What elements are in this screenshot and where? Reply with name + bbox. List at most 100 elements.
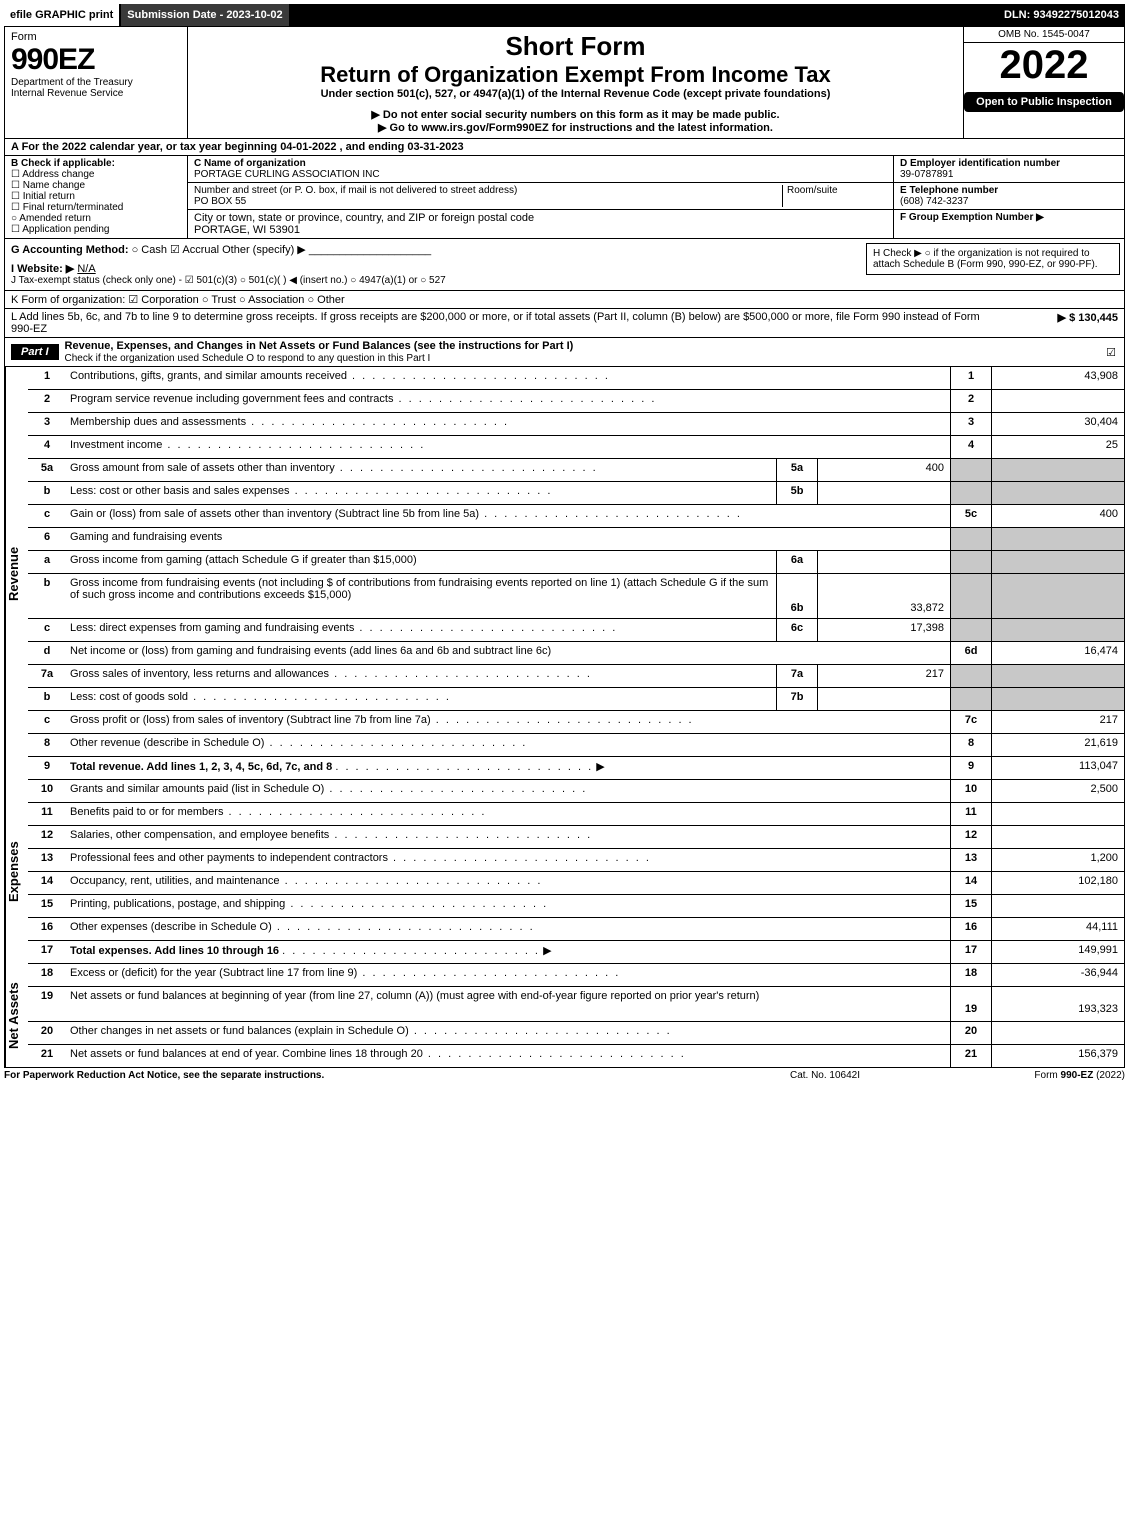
l6-grey2 <box>991 528 1124 550</box>
l5c-no: c <box>28 505 66 527</box>
room-suite-label: Room/suite <box>782 185 887 207</box>
chk-final-return[interactable]: Final return/terminated <box>11 202 181 213</box>
l16-rno: 16 <box>950 918 991 940</box>
group-exemption-label: F Group Exemption Number ▶ <box>900 212 1044 223</box>
l6b-grey1 <box>950 574 991 618</box>
l3-rno: 3 <box>950 413 991 435</box>
l20-rval <box>991 1022 1124 1044</box>
l6c-grey1 <box>950 619 991 641</box>
l6a-ival <box>817 551 950 573</box>
l6d-desc: Net income or (loss) from gaming and fun… <box>66 642 950 664</box>
l20-rno: 20 <box>950 1022 991 1044</box>
l10-rno: 10 <box>950 780 991 802</box>
l5a-grey2 <box>991 459 1124 481</box>
website-label: I Website: ▶ <box>11 263 74 275</box>
l6c-no: c <box>28 619 66 641</box>
l9-arrow: ▶ <box>596 761 604 773</box>
l7b-grey1 <box>950 688 991 710</box>
l17-desc: Total expenses. Add lines 10 through 16 <box>70 945 279 957</box>
l17-arrow: ▶ <box>543 945 551 957</box>
l14-desc: Occupancy, rent, utilities, and maintena… <box>66 872 950 894</box>
part1-title: Revenue, Expenses, and Changes in Net As… <box>65 340 574 352</box>
other-specify[interactable]: Other (specify) ▶ <box>222 244 306 256</box>
l6b-ival: 33,872 <box>817 574 950 618</box>
part1-checkbox[interactable]: ☑ <box>1098 344 1124 361</box>
net-assets-section: Net Assets 18Excess or (deficit) for the… <box>5 964 1124 1067</box>
l19-desc: Net assets or fund balances at beginning… <box>66 987 950 1021</box>
note-ssn: ▶ Do not enter social security numbers o… <box>194 108 957 121</box>
l6-no: 6 <box>28 528 66 550</box>
phone-value: (608) 742-3237 <box>900 196 968 207</box>
city-label: City or town, state or province, country… <box>194 212 534 224</box>
l7b-no: b <box>28 688 66 710</box>
l7c-no: c <box>28 711 66 733</box>
l19-no: 19 <box>28 987 66 1021</box>
l6-grey1 <box>950 528 991 550</box>
l6c-ival: 17,398 <box>817 619 950 641</box>
section-j: J Tax-exempt status (check only one) - ☑… <box>11 275 856 286</box>
l2-desc: Program service revenue including govern… <box>66 390 950 412</box>
l21-desc: Net assets or fund balances at end of ye… <box>66 1045 950 1067</box>
l7c-rno: 7c <box>950 711 991 733</box>
l5b-grey2 <box>991 482 1124 504</box>
l7a-ival: 217 <box>817 665 950 687</box>
l1-desc: Contributions, gifts, grants, and simila… <box>66 367 950 389</box>
l21-rno: 21 <box>950 1045 991 1067</box>
accounting-method-label: G Accounting Method: <box>11 244 129 256</box>
l6c-ino: 6c <box>776 619 817 641</box>
chk-address-change[interactable]: Address change <box>11 169 181 180</box>
website-value: N/A <box>77 263 95 275</box>
l11-desc: Benefits paid to or for members <box>66 803 950 825</box>
city-value: PORTAGE, WI 53901 <box>194 224 300 236</box>
revenue-section: Revenue 1Contributions, gifts, grants, a… <box>5 367 1124 780</box>
chk-application-pending[interactable]: Application pending <box>11 224 181 235</box>
chk-cash[interactable]: Cash <box>132 244 167 256</box>
footer-right: Form 990-EZ (2022) <box>925 1070 1125 1081</box>
l9-rno: 9 <box>950 757 991 779</box>
l5c-desc: Gain or (loss) from sale of assets other… <box>66 505 950 527</box>
l6a-grey1 <box>950 551 991 573</box>
l15-rno: 15 <box>950 895 991 917</box>
l3-desc: Membership dues and assessments <box>66 413 950 435</box>
l18-no: 18 <box>28 964 66 986</box>
l5a-ino: 5a <box>776 459 817 481</box>
chk-name-change[interactable]: Name change <box>11 180 181 191</box>
ein-label: D Employer identification number <box>900 158 1060 169</box>
l17-no: 17 <box>28 941 66 963</box>
l11-rval <box>991 803 1124 825</box>
l2-rval <box>991 390 1124 412</box>
l20-no: 20 <box>28 1022 66 1044</box>
section-b-title: B Check if applicable: <box>11 158 181 169</box>
l5b-ival <box>817 482 950 504</box>
l5b-desc: Less: cost or other basis and sales expe… <box>66 482 776 504</box>
chk-amended-return[interactable]: Amended return <box>11 213 181 224</box>
l6b-no: b <box>28 574 66 618</box>
l9-rval: 113,047 <box>991 757 1124 779</box>
ein-value: 39-0787891 <box>900 169 953 180</box>
chk-initial-return[interactable]: Initial return <box>11 191 181 202</box>
irs-label: Internal Revenue Service <box>11 88 181 99</box>
l18-rval: -36,944 <box>991 964 1124 986</box>
l11-no: 11 <box>28 803 66 825</box>
l16-desc: Other expenses (describe in Schedule O) <box>66 918 950 940</box>
expenses-vlabel: Expenses <box>5 780 28 964</box>
chk-accrual[interactable]: Accrual <box>170 244 219 256</box>
l5b-no: b <box>28 482 66 504</box>
part1-header: Part I Revenue, Expenses, and Changes in… <box>5 338 1124 367</box>
section-bcd: B Check if applicable: Address change Na… <box>5 156 1124 239</box>
l6-desc: Gaming and fundraising events <box>66 528 950 550</box>
l7c-desc: Gross profit or (loss) from sales of inv… <box>66 711 950 733</box>
org-name: PORTAGE CURLING ASSOCIATION INC <box>194 169 380 180</box>
l5c-rval: 400 <box>991 505 1124 527</box>
l17-rno: 17 <box>950 941 991 963</box>
l8-no: 8 <box>28 734 66 756</box>
l14-no: 14 <box>28 872 66 894</box>
l8-rno: 8 <box>950 734 991 756</box>
l4-desc: Investment income <box>66 436 950 458</box>
part1-sub: Check if the organization used Schedule … <box>65 353 431 364</box>
l15-rval <box>991 895 1124 917</box>
street-label: Number and street (or P. O. box, if mail… <box>194 185 517 196</box>
l6a-ino: 6a <box>776 551 817 573</box>
submission-date: Submission Date - 2023-10-02 <box>121 4 288 26</box>
l6b-grey2 <box>991 574 1124 618</box>
